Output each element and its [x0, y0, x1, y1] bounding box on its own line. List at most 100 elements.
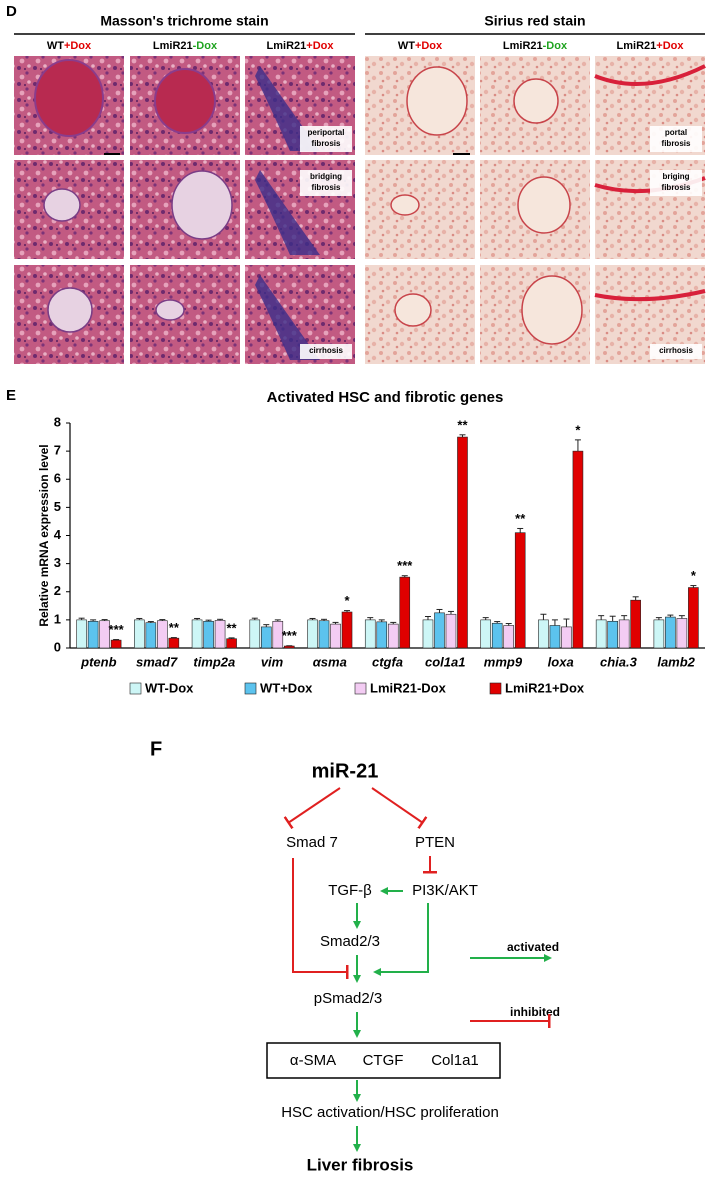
bar [572, 450, 584, 649]
error-bar [367, 617, 374, 620]
annotation-box [300, 126, 352, 152]
y-tick-label: 4 [54, 527, 62, 542]
error-bar [332, 621, 339, 625]
error-bar [609, 615, 616, 622]
error-bar [321, 618, 328, 621]
bar [607, 620, 618, 649]
error-bar [690, 585, 697, 588]
error-bar [205, 619, 212, 622]
column-suffix: +Dox [415, 40, 443, 52]
x-tick-label: lamb2 [657, 654, 695, 669]
bar [145, 622, 157, 649]
column-label: LmiR21+Dox [617, 40, 685, 52]
error-bar [424, 616, 431, 620]
legend-swatch [354, 682, 367, 695]
node: Smad2/3 [320, 933, 380, 950]
vessel [47, 287, 93, 333]
bar [203, 620, 214, 649]
error-bar [217, 618, 224, 621]
error-bar [505, 623, 512, 626]
annotation: fibrosis [312, 183, 341, 192]
error-bar [401, 575, 408, 578]
bar [618, 619, 630, 649]
chart-title: Activated HSC and fibrotic genes [267, 389, 504, 406]
legend-label: activated [507, 940, 559, 954]
bar [549, 625, 561, 649]
node: Smad 7 [286, 834, 338, 851]
annotation: periportal [308, 128, 345, 137]
error-bar [194, 617, 201, 620]
vessel [171, 170, 233, 240]
vessel [155, 299, 185, 321]
node: Col1a1 [431, 1052, 479, 1069]
fibrosis [255, 275, 320, 360]
error-bar [251, 617, 258, 620]
column-label: WT+Dox [47, 40, 92, 52]
y-tick-label: 2 [54, 583, 61, 598]
annotation-box [650, 344, 702, 359]
error-bar [459, 434, 466, 438]
panel-e: E Activated HSC and fibrotic genes Relati… [6, 387, 705, 695]
significance: ** [457, 417, 468, 432]
error-bar [655, 617, 662, 620]
bar [134, 619, 145, 649]
error-bar [436, 608, 443, 613]
x-tick-label: smad7 [136, 654, 178, 669]
column-base: LmiR21 [617, 40, 657, 52]
bar [503, 625, 515, 649]
error-bar [551, 619, 558, 626]
x-tick-label: loxa [548, 654, 574, 669]
legend-label: LmiR21-Dox [370, 680, 447, 695]
y-tick-label: 1 [54, 611, 61, 626]
significance: *** [282, 628, 298, 643]
gene-box [266, 1042, 501, 1079]
y-tick-label: 6 [54, 471, 61, 486]
bar [318, 620, 330, 649]
significance: ** [515, 511, 526, 526]
bar [538, 619, 549, 649]
bar [387, 623, 399, 649]
annotation: fibrosis [662, 139, 691, 148]
column-base: WT [47, 40, 64, 52]
bar [434, 612, 445, 649]
vessel [394, 293, 432, 327]
legend-label: WT-Dox [145, 680, 194, 695]
bar [214, 620, 226, 649]
x-tick-label: ptenb [80, 654, 116, 669]
error-bar [159, 619, 166, 621]
inhibit-edge [283, 787, 341, 830]
error-bar [517, 527, 524, 533]
panel-label: D [6, 3, 17, 20]
annotation: bridging [310, 172, 342, 181]
legend-swatch [244, 682, 257, 695]
vessel [513, 78, 559, 124]
bar [665, 616, 676, 649]
annotation: fibrosis [662, 183, 691, 192]
y-tick-label: 8 [54, 414, 61, 429]
edges [283, 787, 552, 1152]
vessel [521, 275, 583, 345]
bar [307, 619, 318, 649]
bar [168, 637, 180, 649]
fibrosis [255, 170, 320, 255]
error-bar [78, 617, 85, 620]
group-title: Sirius red stain [484, 13, 585, 29]
bar [630, 599, 641, 649]
bar [330, 623, 341, 649]
vessel [406, 66, 468, 136]
vessel [34, 59, 104, 137]
bar [514, 532, 526, 649]
bar [76, 619, 87, 649]
annotation: briging [662, 172, 689, 181]
error-bar [563, 618, 570, 627]
annotation: cirrhosis [659, 346, 693, 355]
vessel [517, 176, 571, 234]
error-bar [101, 619, 108, 621]
y-tick-label: 0 [54, 639, 61, 654]
bar [653, 619, 665, 649]
bar [87, 620, 99, 649]
column-base: WT [398, 40, 415, 52]
bar [595, 619, 607, 649]
bar [110, 639, 122, 649]
